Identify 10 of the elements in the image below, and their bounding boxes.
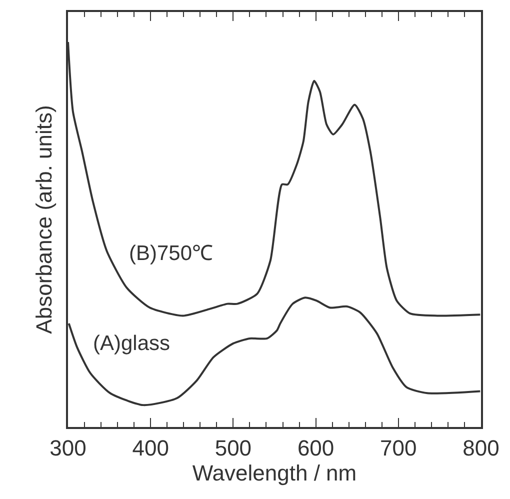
x-tick-label: 600 [297, 435, 334, 460]
x-tick-label: 800 [462, 435, 500, 460]
y-axis-title: Absorbance (arb. units) [31, 105, 56, 334]
series-label: (B)750℃ [129, 242, 214, 265]
x-tick-label: 400 [132, 435, 169, 460]
x-tick-label: 300 [50, 435, 86, 460]
series-label: (A)glass [93, 332, 170, 355]
x-tick-label: 700 [380, 435, 417, 460]
x-axis-title: Wavelength / nm [192, 460, 357, 486]
x-tick-label: 500 [214, 435, 252, 460]
